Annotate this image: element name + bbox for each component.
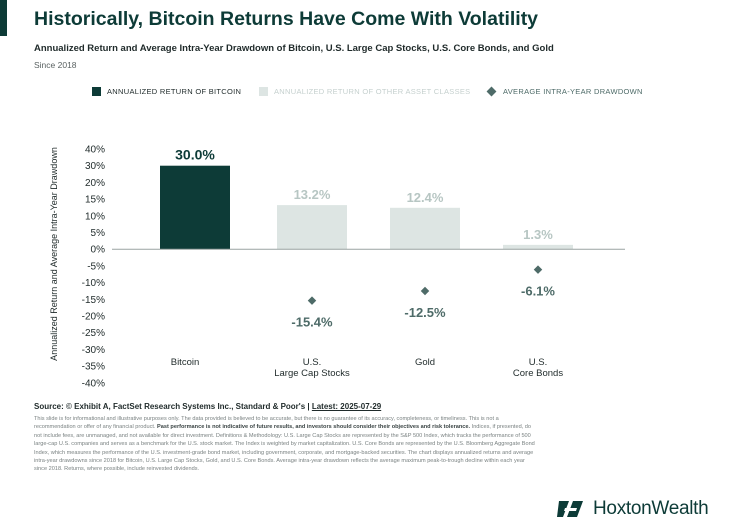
y-tick-label: -25% [82,328,105,339]
legend-item-drawdown: AVERAGE INTRA-YEAR DRAWDOWN [486,86,643,97]
disclaimer-text-2: Indices, if presented, do not include fe… [34,424,535,473]
x-category-label: U.S. [529,357,547,368]
accent-bar [0,0,7,36]
y-tick-label: 5% [91,228,106,239]
legend-label-bitcoin: ANNUALIZED RETURN OF BITCOIN [107,87,242,96]
x-category-label: Gold [415,357,435,368]
legend-label-drawdown: AVERAGE INTRA-YEAR DRAWDOWN [503,87,643,96]
latest-date-link[interactable]: Latest: 2025-07-29 [311,402,382,411]
y-tick-label: -20% [82,312,105,323]
data-label-return: 1.3% [523,227,553,242]
source-line: Source: © Exhibit A, FactSet Research Sy… [34,402,381,411]
page-title: Historically, Bitcoin Returns Have Come … [34,8,539,30]
legend-swatch-other [259,87,268,96]
disclaimer-text-1: This slide is for informational and illu… [34,416,499,431]
drawdown-marker [307,296,317,305]
y-tick-label: 0% [91,245,106,256]
legend-item-other: ANNUALIZED RETURN OF OTHER ASSET CLASSES [259,87,470,96]
bar-return [390,207,460,250]
y-tick-label: -5% [87,261,105,272]
y-tick-label: -30% [82,345,105,356]
y-tick-label: -35% [82,362,105,373]
y-tick-label: 15% [85,195,105,206]
bar-return [277,205,347,250]
data-label-drawdown: -6.1% [521,284,555,299]
brand-logo: HoxtonWealth [557,498,709,520]
x-category-label: Core Bonds [513,368,563,379]
data-label-drawdown: -15.4% [291,315,333,330]
source-text: Source: © Exhibit A, FactSet Research Sy… [34,402,310,411]
legend-swatch-bitcoin [92,87,101,96]
legend-label-other: ANNUALIZED RETURN OF OTHER ASSET CLASSES [274,87,471,96]
x-category-label: U.S. [303,357,321,368]
hoxton-logo-icon [557,501,583,517]
x-category-label: Large Cap Stocks [274,368,350,379]
brand-name: HoxtonWealth [593,498,709,519]
since-label: Since 2018 [34,60,77,70]
data-label-return: 13.2% [294,187,331,202]
y-tick-label: -15% [82,295,105,306]
y-tick-label: -40% [82,378,105,389]
bar-return [160,165,230,250]
y-tick-label: 20% [85,178,105,189]
legend-diamond-icon [486,86,497,97]
returns-chart: Annualized Return and Average Intra-Year… [49,145,625,389]
drawdown-marker [533,265,543,274]
y-tick-label: 10% [85,211,105,222]
disclaimer-bold: Past performance is not indicative of fu… [157,424,471,431]
disclaimer: This slide is for informational and illu… [34,415,539,474]
data-label-return: 12.4% [407,190,444,205]
y-tick-label: 40% [85,145,105,156]
data-label-return: 30.0% [175,147,215,163]
y-tick-label: 30% [85,161,105,172]
chart-subtitle: Annualized Return and Average Intra-Year… [34,43,554,54]
y-tick-label: -10% [82,278,105,289]
drawdown-marker [420,286,430,296]
data-label-drawdown: -12.5% [404,305,446,320]
x-category-label: Bitcoin [171,357,200,368]
bar-return [503,244,573,250]
legend-item-bitcoin: ANNUALIZED RETURN OF BITCOIN [92,87,241,96]
y-axis-title: Annualized Return and Average Intra-Year… [49,147,59,361]
